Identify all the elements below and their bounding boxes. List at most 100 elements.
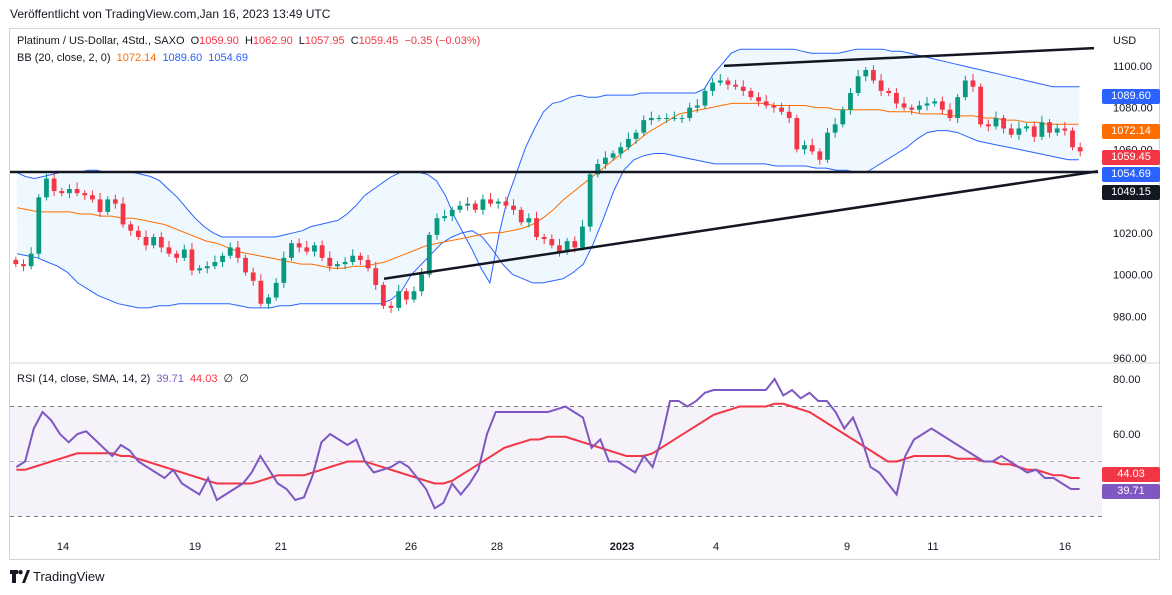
candle-body <box>503 201 509 206</box>
symbol-label[interactable]: Platinum / US-Dollar, 4Std., SAXO <box>17 35 185 47</box>
currency-label: USD <box>1113 35 1136 47</box>
candle-body <box>212 262 218 267</box>
high-value: 1062.90 <box>252 35 293 47</box>
candle-body <box>1062 128 1068 131</box>
candle-body <box>664 118 670 120</box>
candle-body <box>909 107 915 110</box>
candle-body <box>916 105 922 110</box>
candle-body <box>572 241 578 248</box>
change-value: −0.35 (−0.03%) <box>404 35 481 47</box>
brand-label: TradingView <box>33 569 105 584</box>
rsi-sma-value: 44.03 <box>189 373 218 385</box>
bb-label[interactable]: BB (20, close, 2, 0) <box>17 52 111 64</box>
candle-body <box>44 178 49 198</box>
candles <box>13 65 1083 313</box>
candle-body <box>82 193 88 196</box>
bb-basis-value: 1072.14 <box>116 52 157 64</box>
bb-legend: BB (20, close, 2, 0) 1072.14 1089.60 105… <box>17 52 251 64</box>
candle-body <box>380 284 386 306</box>
candle-body <box>580 226 585 248</box>
candle-body <box>266 297 271 304</box>
low-value: 1057.95 <box>304 35 345 47</box>
bb-basis-line <box>17 102 1079 269</box>
candle-body <box>924 103 930 106</box>
time-tick-label: 14 <box>57 541 69 553</box>
candle-body <box>871 70 876 81</box>
low-label: L <box>298 35 305 47</box>
candle-body <box>112 199 118 204</box>
candle-body <box>21 264 26 267</box>
candle-body <box>694 105 700 108</box>
candle-body <box>90 195 95 200</box>
main-legend: Platinum / US-Dollar, 4Std., SAXO O 1059.… <box>17 35 483 47</box>
candle-body <box>411 291 417 300</box>
candle-body <box>733 84 738 87</box>
rsi-label[interactable]: RSI (14, close, SMA, 14, 2) <box>17 373 151 385</box>
candle-body <box>97 199 103 212</box>
candle-body <box>135 230 141 237</box>
candle-body <box>595 163 601 175</box>
candle-body <box>388 305 394 308</box>
time-tick-label: 4 <box>713 541 719 553</box>
candle-body <box>449 209 455 217</box>
candle-body <box>587 174 593 227</box>
candle-body <box>1077 147 1083 152</box>
time-tick-label: 21 <box>275 541 287 553</box>
candle-body <box>985 124 991 127</box>
bb-upper-value: 1089.60 <box>162 52 203 64</box>
candle-body <box>105 199 111 212</box>
candle-body <box>978 86 984 125</box>
time-tick-label: 28 <box>491 541 503 553</box>
footer-brand[interactable]: TradingView <box>10 569 105 584</box>
candle-body <box>74 188 80 194</box>
candle-body <box>258 280 264 304</box>
rsi-tick-label: 60.00 <box>1113 429 1141 441</box>
price-tag: 1072.14 <box>1102 124 1160 139</box>
candle-body <box>296 243 302 248</box>
rsi-tag: 44.03 <box>1102 467 1160 482</box>
candle-body <box>962 80 968 98</box>
price-tag: 1089.60 <box>1102 89 1160 104</box>
candle-body <box>671 118 677 120</box>
open-label: O <box>190 35 200 47</box>
candle-body <box>472 203 478 210</box>
published-note: Veröffentlicht von TradingView.com,Jan 1… <box>10 7 331 21</box>
candle-body <box>618 147 624 154</box>
hidden-plot-icon-2[interactable]: ∅ <box>239 373 249 385</box>
candle-body <box>281 257 287 283</box>
candle-body <box>273 282 279 298</box>
candle-body <box>725 80 731 85</box>
candle-body <box>855 76 861 93</box>
high-label: H <box>244 35 253 47</box>
rising-trendline <box>383 170 1099 280</box>
candle-body <box>166 247 172 254</box>
candle-body <box>549 239 555 246</box>
close-value: 1059.45 <box>358 35 399 47</box>
candle-body <box>817 151 823 160</box>
candle-body <box>181 249 187 258</box>
candle-body <box>51 178 57 192</box>
candle-body <box>557 245 562 252</box>
candle-body <box>993 118 999 127</box>
candle-body <box>457 205 463 210</box>
candle-body <box>825 132 830 160</box>
candle-body <box>1070 130 1075 148</box>
candle-body <box>802 145 807 150</box>
hidden-plot-icon-1[interactable]: ∅ <box>223 373 234 385</box>
bb-band-fill <box>16 49 1080 308</box>
candle-body <box>189 249 195 271</box>
bb-lower-line <box>16 130 1079 309</box>
candle-body <box>220 255 225 263</box>
bb-upper-line <box>16 48 1080 285</box>
candle-body <box>534 218 539 237</box>
candle-body <box>197 268 202 271</box>
candle-body <box>641 120 647 133</box>
candle-body <box>710 82 716 91</box>
price-tick-label: 1000.00 <box>1113 270 1153 282</box>
candle-body <box>289 243 294 258</box>
candle-body <box>59 191 65 194</box>
candle-body <box>434 218 440 235</box>
candle-body <box>809 145 815 152</box>
price-tick-label: 960.00 <box>1113 353 1147 365</box>
